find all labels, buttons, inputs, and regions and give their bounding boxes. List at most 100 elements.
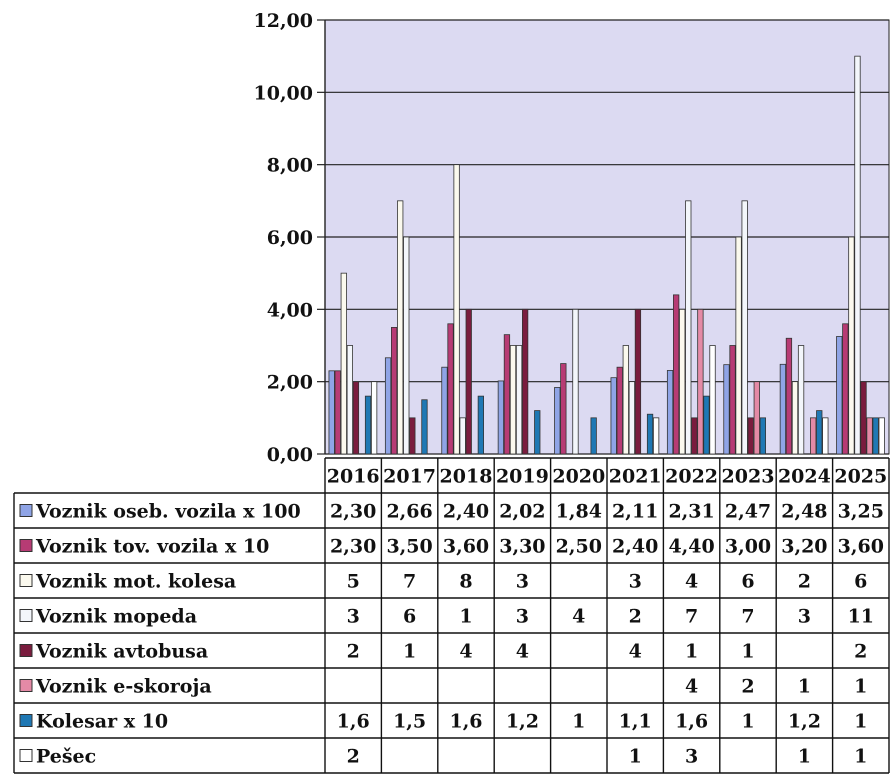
bar (403, 236, 410, 455)
x-tick-label: 2023 (722, 466, 775, 488)
bar (703, 395, 710, 455)
legend-marker (19, 749, 33, 762)
y-tick-label: 0,00 (267, 444, 313, 466)
data-label: 2,30 (330, 501, 376, 523)
bar (572, 308, 579, 455)
data-label: 2 (629, 606, 642, 628)
bar (673, 294, 680, 455)
bar (854, 55, 861, 455)
bar (346, 345, 353, 455)
y-tick-label: 4,00 (267, 299, 313, 321)
data-label: 1 (403, 641, 416, 663)
bar (666, 370, 674, 455)
data-label: 7 (403, 571, 416, 593)
data-label: 1,6 (449, 711, 482, 733)
legend-marker (19, 539, 33, 552)
data-label: 1 (741, 641, 754, 663)
bar (503, 334, 511, 455)
bar (397, 200, 404, 455)
bar (723, 364, 730, 455)
bar (634, 308, 642, 455)
x-tick-label: 2024 (778, 466, 831, 488)
bar (610, 377, 617, 455)
bar (441, 366, 448, 455)
data-label: 7 (685, 606, 698, 628)
data-label: 3 (347, 606, 360, 628)
bar (477, 395, 484, 455)
legend-marker (19, 504, 33, 517)
data-label: 4 (459, 641, 472, 663)
bar (622, 345, 629, 455)
bar (453, 164, 460, 455)
bar (878, 417, 885, 455)
bar (364, 395, 372, 455)
data-label: 4 (685, 676, 698, 698)
bar (628, 381, 636, 455)
bar (352, 381, 360, 455)
bar (685, 200, 692, 455)
data-label: 6 (854, 571, 867, 593)
legend-marker (19, 609, 33, 622)
data-label: 1 (741, 711, 754, 733)
data-label: 3,60 (443, 536, 489, 558)
data-label: 8 (459, 571, 472, 593)
bar (816, 410, 823, 455)
bar (797, 345, 805, 455)
data-label: 1 (572, 711, 585, 733)
bar (729, 345, 736, 455)
bar (759, 417, 766, 455)
y-tick-label: 12,00 (254, 10, 314, 32)
bar (866, 417, 873, 455)
y-tick-label: 2,00 (267, 372, 313, 394)
bar (447, 323, 454, 455)
legend-entry: Kolesar x 10 (36, 711, 168, 733)
bar (735, 236, 742, 455)
data-label: 3 (629, 571, 642, 593)
data-label: 1 (685, 641, 698, 663)
bar (753, 381, 760, 455)
data-label: 2,02 (499, 501, 545, 523)
data-label: 2 (854, 641, 867, 663)
bar (785, 337, 793, 455)
data-label: 1 (798, 676, 811, 698)
data-label: 2,50 (556, 536, 602, 558)
bar (697, 308, 704, 455)
data-label: 2,40 (443, 501, 489, 523)
bar (459, 417, 466, 455)
data-label: 2,11 (612, 501, 658, 523)
x-tick-label: 2025 (834, 466, 887, 488)
data-label: 1 (854, 746, 867, 768)
legend-entry: Voznik oseb. vozila x 100 (35, 501, 301, 523)
bar (709, 345, 716, 455)
bar (391, 327, 398, 455)
data-label: 3,00 (725, 536, 771, 558)
bar (848, 236, 855, 455)
legend-marker (19, 714, 33, 727)
x-tick-label: 2017 (383, 466, 436, 488)
data-label: 3 (516, 571, 529, 593)
bar (836, 336, 843, 455)
bar (646, 413, 654, 455)
data-label: 3 (516, 606, 529, 628)
data-label: 2,30 (330, 536, 376, 558)
bar (409, 417, 416, 455)
legend-marker (19, 644, 33, 657)
data-label: 2,66 (386, 501, 432, 523)
y-tick-label: 6,00 (267, 227, 313, 249)
bar (522, 308, 529, 455)
legend-marker (19, 679, 33, 692)
data-label: 1,6 (337, 711, 370, 733)
data-label: 1 (798, 746, 811, 768)
bar (860, 381, 867, 455)
data-label: 3,30 (499, 536, 545, 558)
bar (328, 370, 335, 455)
bar (652, 417, 660, 455)
bars (328, 55, 885, 455)
data-label: 3,60 (838, 536, 884, 558)
x-tick-label: 2022 (665, 466, 718, 488)
data-label: 1,5 (393, 711, 426, 733)
bar (791, 381, 799, 455)
legend-entry: Voznik avtobusa (35, 641, 208, 663)
data-label: 3,25 (838, 501, 884, 523)
data-label: 7 (741, 606, 754, 628)
